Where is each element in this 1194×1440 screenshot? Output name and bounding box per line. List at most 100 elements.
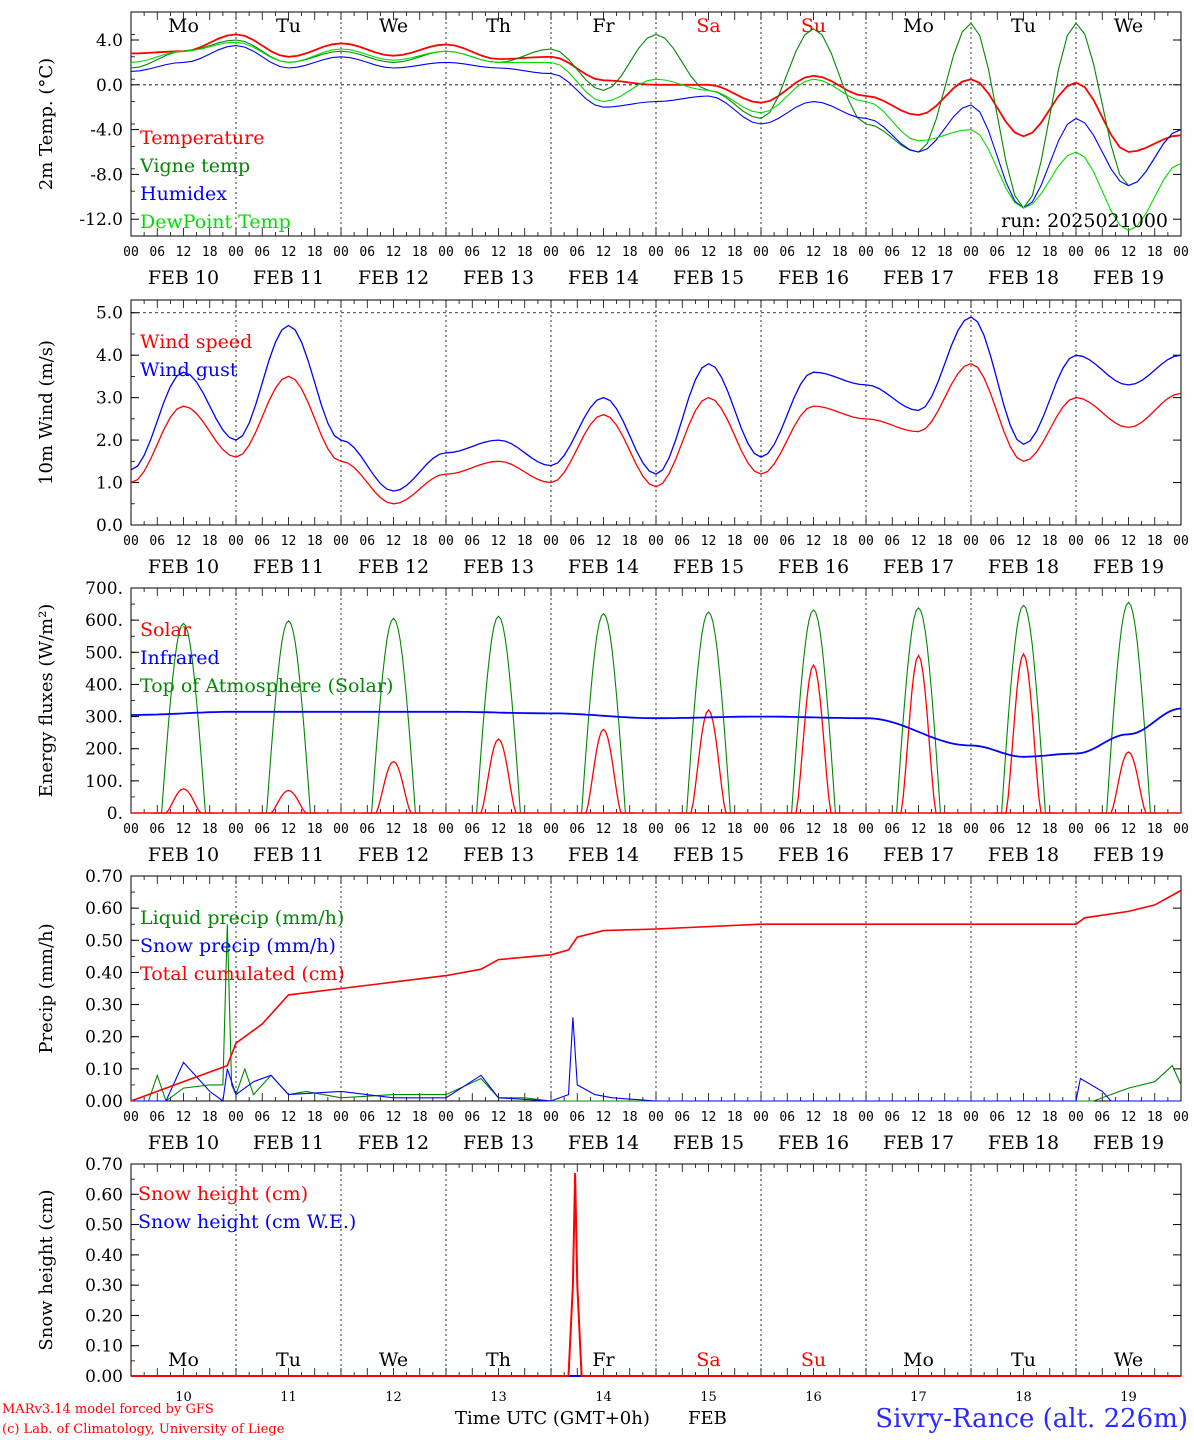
- series-line-snow: [131, 1173, 1181, 1377]
- x-hour-label: 06: [674, 245, 690, 260]
- weekday-label-bottom: Su: [801, 1349, 826, 1371]
- x-hour-label: 06: [779, 245, 795, 260]
- y-tick-label: 0.50: [85, 931, 123, 951]
- x-hour-label: 00: [543, 822, 559, 837]
- y-tick-label: 0.20: [85, 1306, 123, 1326]
- weekday-label-top: Su: [801, 15, 826, 37]
- x-hour-label: 12: [491, 1110, 507, 1125]
- x-date-label: FEB 19: [1093, 267, 1164, 289]
- x-hour-label: 06: [1094, 1110, 1110, 1125]
- x-date-label: FEB 13: [463, 267, 534, 289]
- x-day-number: 17: [910, 1390, 927, 1405]
- y-tick-label: 0.60: [85, 1185, 123, 1205]
- x-date-label: FEB 15: [673, 556, 744, 578]
- solar-curve: [677, 709, 740, 814]
- weekday-label-top: Th: [486, 15, 511, 37]
- y-tick-label: 0.20: [85, 1028, 123, 1048]
- legend-entry: Snow precip (mm/h): [140, 935, 336, 957]
- x-hour-label: 06: [149, 1110, 165, 1125]
- x-day-number: 13: [490, 1390, 507, 1405]
- x-date-label: FEB 17: [883, 556, 954, 578]
- x-hour-label: 00: [648, 1110, 664, 1125]
- toa-solar-curve: [362, 617, 425, 814]
- series-line-temp: [130, 45, 1182, 209]
- x-date-label: FEB 16: [778, 1132, 849, 1154]
- x-hour-label: 18: [832, 1110, 848, 1125]
- x-date-label: FEB 12: [358, 556, 429, 578]
- legend-entry: Vigne temp: [139, 155, 250, 177]
- x-hour-label: 12: [386, 245, 402, 260]
- toa-solar-curve: [152, 622, 215, 814]
- x-day-number: 12: [385, 1390, 402, 1405]
- x-hour-label: 00: [438, 1110, 454, 1125]
- x-hour-label: 00: [753, 822, 769, 837]
- x-hour-label: 00: [1173, 822, 1189, 837]
- x-hour-label: 00: [228, 822, 244, 837]
- y-tick-label: 0.10: [85, 1060, 123, 1080]
- y-tick-label: 0.30: [85, 1276, 123, 1296]
- legend-entry: Total cumulated (cm): [140, 963, 345, 985]
- x-hour-label: 18: [937, 245, 953, 260]
- infrared-curve: [131, 707, 1182, 758]
- toa-solar-curve: [572, 612, 635, 814]
- x-date-label: FEB 16: [778, 267, 849, 289]
- x-day-number: 16: [805, 1390, 822, 1405]
- y-tick-label: 0.0: [96, 516, 123, 536]
- x-hour-label: 18: [832, 822, 848, 837]
- x-hour-label: 06: [779, 534, 795, 549]
- x-hour-label: 06: [884, 822, 900, 837]
- x-hour-label: 18: [622, 822, 638, 837]
- series-line-temp: [130, 22, 1182, 209]
- x-hour-label: 18: [622, 1110, 638, 1125]
- x-hour-label: 18: [1147, 1110, 1163, 1125]
- x-hour-label: 00: [1173, 534, 1189, 549]
- x-hour-label: 12: [1121, 822, 1137, 837]
- weekday-label-bottom: We: [1114, 1349, 1143, 1371]
- x-hour-label: 06: [254, 1110, 270, 1125]
- x-date-label: FEB 10: [148, 267, 219, 289]
- legend-entry: DewPoint Temp: [140, 211, 291, 233]
- x-hour-label: 12: [1121, 1110, 1137, 1125]
- x-day-number: 19: [1120, 1390, 1137, 1405]
- x-hour-label: 18: [937, 822, 953, 837]
- legend-entry: Wind gust: [140, 359, 238, 381]
- x-hour-label: 12: [176, 822, 192, 837]
- x-date-label: FEB 14: [568, 556, 639, 578]
- x-hour-label: 12: [596, 534, 612, 549]
- toa-solar-curve: [467, 615, 530, 814]
- legend-entry: Top of Atmosphere (Solar): [140, 675, 393, 697]
- y-axis-label: Precip (mm/h): [36, 923, 57, 1053]
- x-hour-label: 18: [412, 822, 428, 837]
- x-hour-label: 18: [202, 822, 218, 837]
- x-hour-label: 18: [832, 245, 848, 260]
- x-date-label: FEB 18: [988, 267, 1059, 289]
- y-tick-label: 0.40: [85, 963, 123, 983]
- x-date-label: FEB 18: [988, 1132, 1059, 1154]
- weekday-label-bottom: We: [379, 1349, 408, 1371]
- x-date-label: FEB 14: [568, 267, 639, 289]
- x-date-label: FEB 10: [148, 1132, 219, 1154]
- x-hour-label: 18: [1042, 245, 1058, 260]
- x-hour-label: 18: [307, 822, 323, 837]
- x-hour-label: 00: [228, 1110, 244, 1125]
- x-hour-label: 12: [386, 822, 402, 837]
- x-hour-label: 00: [1068, 822, 1084, 837]
- x-hour-label: 06: [254, 822, 270, 837]
- x-hour-label: 18: [727, 822, 743, 837]
- weekday-label-top: Tu: [276, 15, 301, 37]
- x-hour-label: 18: [727, 534, 743, 549]
- x-hour-label: 00: [438, 534, 454, 549]
- x-day-number: 18: [1015, 1390, 1032, 1405]
- x-hour-label: 06: [674, 1110, 690, 1125]
- y-tick-label: -4.0: [90, 121, 123, 141]
- x-hour-label: 18: [412, 534, 428, 549]
- y-axis-label: 10m Wind (m/s): [36, 340, 57, 485]
- x-hour-label: 00: [648, 534, 664, 549]
- solar-curve: [992, 652, 1055, 814]
- x-date-label: FEB 13: [463, 844, 534, 866]
- y-tick-label: 0.10: [85, 1337, 123, 1357]
- x-date-label: FEB 11: [253, 267, 324, 289]
- x-hour-label: 12: [491, 534, 507, 549]
- x-hour-label: 18: [412, 245, 428, 260]
